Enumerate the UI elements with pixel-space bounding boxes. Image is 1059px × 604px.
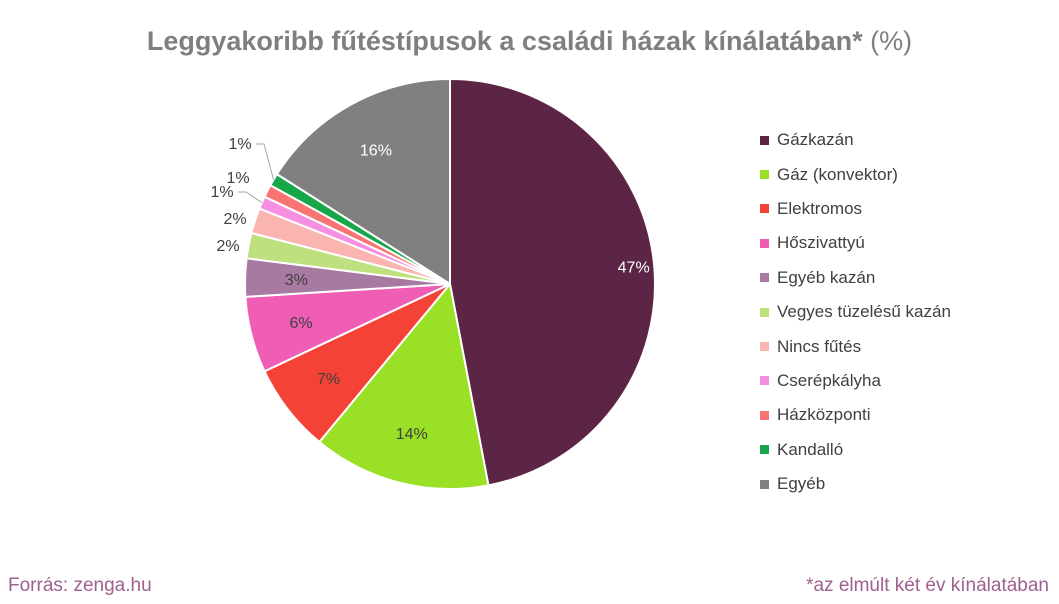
pie-slice-egyeb (275, 77, 451, 286)
legend-label: Házközponti (777, 405, 871, 425)
chart-title: Leggyakoribb fűtéstípusok a családi háza… (0, 26, 1059, 57)
legend-label: Egyéb (777, 474, 826, 494)
legend-label: Nincs fűtés (777, 336, 862, 356)
data-label-gazkazan: 47% (618, 260, 650, 277)
legend-item-kandallo: Kandalló (760, 433, 951, 467)
leader-lines (238, 143, 275, 204)
legend-label: Vegyes tüzelésű kazán (777, 302, 951, 322)
legend-item-egyeb: Egyéb (760, 467, 951, 501)
legend-item-hazkozponti: Házközponti (760, 398, 951, 432)
legend-swatch (760, 445, 769, 455)
legend-label: Gázkazán (777, 130, 854, 150)
data-label-egyeb: 16% (360, 142, 392, 159)
legend-label: Elektromos (777, 198, 863, 218)
data-label-gaz-konvektor: 14% (396, 426, 428, 443)
legend-swatch (760, 238, 769, 248)
legend-swatch (760, 342, 769, 352)
data-label-kandallo: 1% (228, 136, 251, 153)
legend-swatch (760, 479, 769, 489)
legend-item-cserepkalyha: Cserépkályha (760, 364, 951, 398)
data-label-elektromos: 7% (317, 371, 340, 388)
data-labels: 47%14%7%6%3%2%2%1%1%1% 16% (210, 136, 649, 443)
legend-item-elektromos: Elektromos (760, 192, 951, 226)
data-label-hazkozponti: 1% (226, 170, 249, 187)
data-label-egyeb-kazan: 3% (285, 272, 308, 289)
legend-item-gaz-konvektor: Gáz (konvektor) (760, 157, 951, 191)
data-label-nincs-futes: 2% (223, 211, 246, 228)
legend: Gázkazán Gáz (konvektor) Elektromos Hősziva… (760, 123, 951, 501)
pie-slice-gaz-konvektor (317, 281, 490, 490)
legend-label: Kandalló (777, 439, 844, 459)
legend-item-egyeb-kazan: Egyéb kazán (760, 261, 951, 295)
legend-item-hoszivattyu: Hőszivattyú (760, 226, 951, 260)
legend-item-gazkazan: Gázkazán (760, 123, 951, 157)
legend-item-vegyes-tuzelesu-kazan: Vegyes tüzelésű kazán (760, 295, 951, 329)
legend-swatch (760, 204, 769, 214)
legend-swatch (760, 273, 769, 283)
legend-swatch (760, 135, 769, 145)
data-label-hoszivattyu: 6% (290, 315, 313, 332)
data-label-cserepkalyha: 1% (210, 184, 233, 201)
source-note: Forrás: zenga.hu (8, 575, 152, 596)
chart-title-unit: (%) (870, 26, 913, 56)
leader-line-cserepkalyha (238, 191, 263, 204)
legend-label: Cserépkályha (777, 370, 881, 390)
data-label-vegyes-tuzelesu-kazan: 2% (216, 238, 239, 255)
legend-swatch (760, 170, 769, 180)
legend-label: Egyéb kazán (777, 267, 876, 287)
footnote: *az elmúlt két év kínálatában (806, 575, 1049, 596)
legend-label: Hőszivattyú (777, 233, 865, 253)
leader-line-kandallo (256, 143, 275, 180)
legend-swatch (760, 410, 769, 420)
legend-swatch (760, 307, 769, 317)
legend-swatch (760, 376, 769, 386)
chart-title-main: Leggyakoribb fűtéstípusok a családi háza… (146, 26, 863, 56)
legend-label: Gáz (konvektor) (777, 164, 898, 184)
pie-slice-gazkazan (449, 77, 656, 487)
legend-item-nincs-futes: Nincs fűtés (760, 329, 951, 363)
